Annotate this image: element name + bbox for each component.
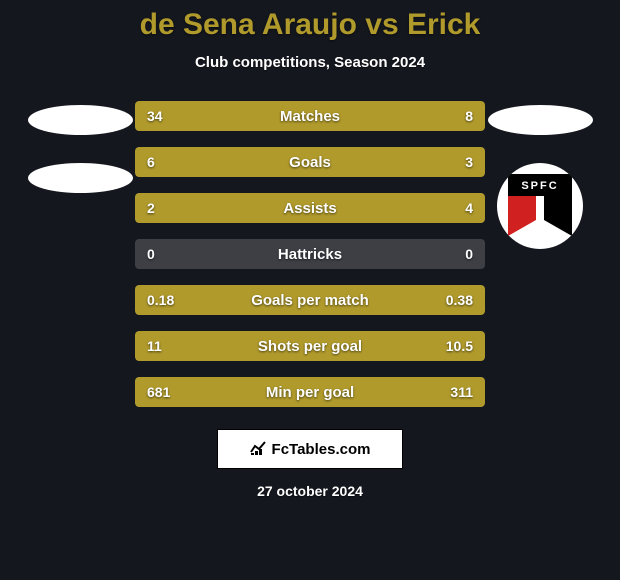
- footer-date: 27 october 2024: [257, 483, 363, 499]
- stat-label: Goals per match: [135, 292, 485, 309]
- left-club-badge: [28, 163, 133, 193]
- stat-label: Matches: [135, 108, 485, 125]
- spfc-crest: SPFC: [508, 174, 572, 238]
- stats-bars: 348Matches 63Goals 24Assists 00Hattricks 0.1…: [135, 101, 485, 407]
- right-player-column: SPFC: [485, 101, 595, 249]
- stat-row: 348Matches: [135, 101, 485, 131]
- spfc-shield: [508, 196, 572, 236]
- right-club-badge: SPFC: [497, 163, 583, 249]
- comparison-card: de Sena Araujo vs Erick Club competition…: [0, 0, 620, 580]
- spfc-black-stripe: [544, 196, 572, 236]
- main-area: 348Matches 63Goals 24Assists 00Hattricks 0.1…: [0, 101, 620, 407]
- chart-icon: [250, 440, 266, 459]
- spfc-red-stripe: [508, 196, 536, 236]
- stat-label: Assists: [135, 200, 485, 217]
- stat-label: Goals: [135, 154, 485, 171]
- right-player-avatar: [488, 105, 593, 135]
- stat-row: 681311Min per goal: [135, 377, 485, 407]
- spfc-text: SPFC: [508, 174, 572, 196]
- stat-row: 1110.5Shots per goal: [135, 331, 485, 361]
- stat-label: Hattricks: [135, 246, 485, 263]
- stat-row: 24Assists: [135, 193, 485, 223]
- page-title: de Sena Araujo vs Erick: [140, 8, 481, 42]
- stat-row: 00Hattricks: [135, 239, 485, 269]
- footer-site-name: FcTables.com: [272, 441, 371, 458]
- stat-row: 0.180.38Goals per match: [135, 285, 485, 315]
- subtitle: Club competitions, Season 2024: [195, 54, 425, 71]
- stat-label: Shots per goal: [135, 338, 485, 355]
- spfc-white-stripe: [536, 196, 544, 236]
- left-player-column: [25, 101, 135, 193]
- stat-row: 63Goals: [135, 147, 485, 177]
- left-player-avatar: [28, 105, 133, 135]
- stat-label: Min per goal: [135, 384, 485, 401]
- footer-logo-badge[interactable]: FcTables.com: [217, 429, 403, 469]
